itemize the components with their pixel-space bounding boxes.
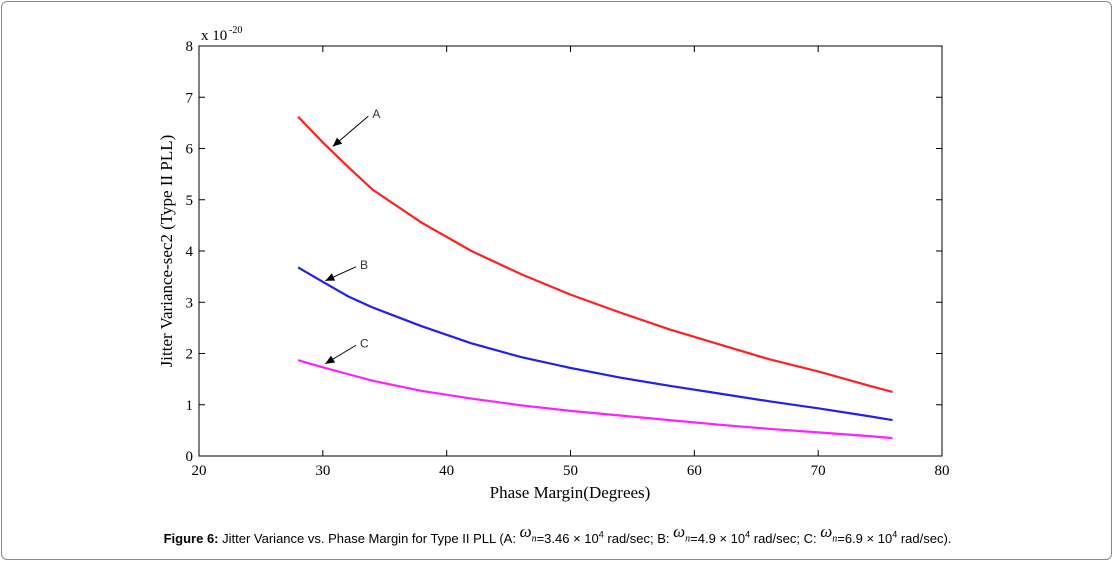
series-lines bbox=[297, 115, 893, 440]
y-axis-title: Jitter Variance-sec2 (Type II PLL) bbox=[157, 135, 176, 368]
annotation-label-b: B bbox=[360, 258, 368, 272]
y-tick-label: 2 bbox=[186, 347, 194, 363]
x-tick-label: 30 bbox=[315, 463, 330, 479]
caption-label: Figure 6: bbox=[163, 531, 219, 546]
y-tick-label: 5 bbox=[186, 193, 194, 209]
y-tick-label: 0 bbox=[186, 449, 194, 465]
y-exponent-power: -20 bbox=[229, 25, 242, 36]
omega-n-symbol: ωn bbox=[820, 522, 838, 545]
caption-a-unit: rad/sec; B: bbox=[603, 531, 674, 546]
jitter-variance-chart: 20 30 40 50 60 70 80 0 1 2 3 4 5 6 7 8 A B C x 10 -20 Pha… bbox=[157, 25, 950, 502]
series-line-c bbox=[297, 359, 893, 440]
omega-n-symbol: ωn bbox=[519, 522, 537, 545]
y-tick-label: 1 bbox=[186, 398, 194, 414]
y-tick-label: 4 bbox=[186, 244, 194, 260]
series-line-b bbox=[297, 266, 893, 422]
x-tick-label: 70 bbox=[811, 463, 826, 479]
annotation-label-c: C bbox=[360, 336, 369, 350]
plot-area bbox=[198, 45, 943, 457]
x-tick-label: 50 bbox=[563, 463, 578, 479]
axis-ticks: 20 30 40 50 60 70 80 0 1 2 3 4 5 6 7 8 bbox=[186, 39, 950, 479]
annotation-label-a: A bbox=[372, 107, 380, 121]
caption-a-value: =3.46 × 10 bbox=[536, 531, 599, 546]
x-tick-label: 20 bbox=[192, 463, 207, 479]
y-tick-label: 3 bbox=[186, 295, 194, 311]
y-tick-label: 7 bbox=[186, 90, 194, 106]
annotation-arrow-head bbox=[325, 273, 336, 281]
y-tick-label: 8 bbox=[186, 39, 194, 55]
omega-n-symbol: ωn bbox=[673, 522, 691, 545]
x-tick-label: 40 bbox=[439, 463, 454, 479]
annotation-arrow-head bbox=[332, 137, 343, 147]
caption-c-value: =6.9 × 10 bbox=[837, 531, 893, 546]
figure-caption: Figure 6: Jitter Variance vs. Phase Marg… bbox=[163, 522, 952, 546]
series-line-a bbox=[297, 115, 893, 393]
annotations: A B C bbox=[325, 107, 380, 365]
annotation-arrow-head bbox=[325, 355, 336, 364]
x-tick-label: 60 bbox=[687, 463, 702, 479]
caption-b-unit: rad/sec; C: bbox=[750, 531, 821, 546]
caption-intro: Jitter Variance vs. Phase Margin for Typ… bbox=[218, 531, 520, 546]
y-exponent-label: x 10 bbox=[201, 28, 227, 44]
x-axis-title: Phase Margin(Degrees) bbox=[490, 483, 651, 502]
y-tick-label: 6 bbox=[186, 142, 194, 158]
caption-c-unit: rad/sec). bbox=[897, 531, 952, 546]
caption-b-value: =4.9 × 10 bbox=[690, 531, 746, 546]
x-tick-label: 80 bbox=[935, 463, 950, 479]
